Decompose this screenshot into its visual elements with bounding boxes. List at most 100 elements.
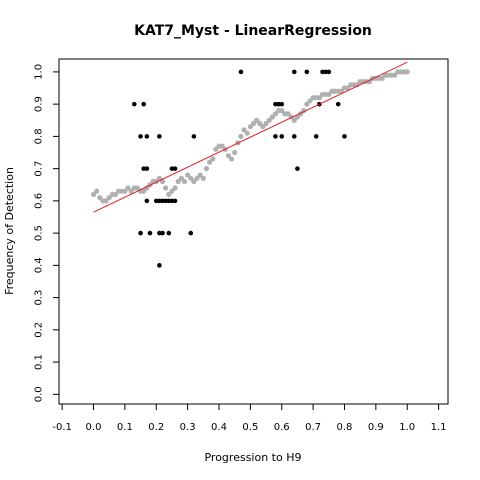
- smoothed-point: [90, 191, 97, 198]
- data-point: [295, 166, 300, 171]
- data-point: [144, 134, 150, 139]
- data-point: [191, 134, 197, 139]
- smoothed-point: [247, 124, 253, 130]
- smoothed-point: [266, 117, 272, 123]
- x-tick-label: 0.7: [305, 422, 321, 433]
- smoothed-point: [128, 188, 134, 194]
- smoothed-point: [238, 133, 244, 139]
- smoothed-point: [404, 69, 410, 75]
- plot-frame: [58, 58, 449, 405]
- smoothed-point: [200, 175, 206, 181]
- y-axis-label: Frequency of Detection: [3, 167, 16, 295]
- y-tick-label: 0.8: [34, 128, 45, 144]
- x-axis: -0.1 0.0 0.1 0.2 0.3 0.4 0.5 0.6 0.7 0.8 0.9 1.0 1.1: [52, 404, 447, 433]
- points-series: [131, 69, 347, 268]
- smoothed-point: [379, 75, 385, 81]
- data-point: [342, 134, 347, 139]
- x-tick-label: 1.0: [399, 422, 415, 433]
- x-tick-label: 1.1: [431, 422, 447, 433]
- x-axis-label: Progression to H9: [204, 451, 301, 464]
- data-point: [291, 134, 297, 139]
- smoothed-point: [203, 166, 210, 172]
- data-point: [291, 69, 297, 75]
- smoothed-point: [197, 172, 203, 178]
- smoothed-point: [169, 188, 175, 194]
- data-point: [188, 230, 194, 236]
- y-tick-label: 0.4: [34, 257, 45, 273]
- data-point: [144, 198, 150, 204]
- smoothed-point: [210, 156, 216, 162]
- smoothed-point: [304, 101, 310, 107]
- smoothed-point: [219, 143, 225, 149]
- y-tick-label: 0.7: [34, 161, 45, 177]
- smoothed-point: [213, 146, 219, 152]
- smoothed-point: [244, 130, 250, 136]
- smoothed-point: [285, 111, 291, 117]
- smoothed-point: [144, 185, 150, 191]
- x-tick-label: 0.5: [242, 422, 258, 433]
- data-point: [238, 69, 244, 75]
- data-point: [160, 230, 165, 236]
- smoothed-point: [228, 156, 235, 162]
- y-tick-label: 1.0: [34, 64, 45, 80]
- smoothed-point: [181, 178, 188, 185]
- x-tick-label: 0.8: [337, 422, 353, 433]
- smoothed-point: [141, 188, 147, 194]
- smoothed-point: [260, 124, 266, 130]
- smoothed-point: [257, 120, 263, 127]
- x-tick-label: 0.2: [148, 422, 164, 433]
- smoothed-point: [366, 78, 373, 85]
- smoothed-point: [188, 175, 194, 181]
- y-axis: 0.0 0.1 0.2 0.3 0.4 0.5 0.6 0.7 0.8 0.9 1.0: [34, 64, 59, 402]
- smoothed-point: [172, 185, 178, 191]
- data-point: [144, 166, 150, 171]
- smoothed-point: [103, 198, 109, 204]
- smoothed-point: [125, 185, 131, 191]
- smoothed-point: [316, 95, 322, 101]
- smoothed-point: [122, 188, 128, 194]
- plot-area: [58, 58, 449, 405]
- y-tick-label: 0.3: [34, 290, 45, 306]
- smoothed-point: [279, 107, 285, 114]
- x-tick-label: 0.6: [274, 422, 290, 433]
- data-point: [304, 69, 310, 75]
- y-tick-label: 0.2: [34, 322, 45, 338]
- data-point: [138, 134, 143, 139]
- smoothed-point: [106, 195, 112, 201]
- data-point: [326, 69, 332, 75]
- y-tick-label: 0.9: [34, 96, 45, 112]
- y-tick-label: 0.6: [34, 193, 45, 209]
- x-tick-label: 0.1: [117, 422, 133, 433]
- smoothed-point: [254, 117, 260, 123]
- data-point: [131, 101, 137, 107]
- smoothed-point: [263, 120, 269, 127]
- chart-title: KAT7_Myst - LinearRegression: [134, 23, 372, 39]
- smoothed-point: [194, 175, 200, 181]
- data-point: [141, 101, 147, 107]
- smoothed-point: [94, 188, 100, 194]
- smoothed-point: [272, 111, 279, 117]
- smoothed-point: [112, 191, 119, 198]
- smoothed-point: [307, 98, 313, 104]
- data-point: [157, 263, 162, 268]
- smoothed-point: [232, 149, 238, 156]
- smoothed-point: [166, 191, 172, 198]
- data-point: [166, 230, 172, 236]
- smoothed-point: [250, 120, 257, 127]
- smoothed-point: [178, 175, 184, 181]
- x-tick-label: 0.0: [86, 422, 102, 433]
- smoothed-point: [191, 178, 197, 185]
- smoothed-point: [134, 185, 141, 191]
- x-tick-label: -0.1: [52, 422, 72, 433]
- x-tick-label: 0.4: [211, 422, 227, 433]
- x-tick-label: 0.9: [368, 422, 384, 433]
- smoothed-point: [345, 85, 351, 91]
- data-point: [313, 134, 319, 139]
- y-tick-label: 0.5: [34, 225, 45, 241]
- smoothed-point: [326, 91, 332, 98]
- smoothed-point: [163, 185, 169, 191]
- y-tick-label: 0.1: [34, 354, 45, 370]
- smoothed-point: [291, 117, 297, 123]
- smoothed-point: [206, 159, 213, 165]
